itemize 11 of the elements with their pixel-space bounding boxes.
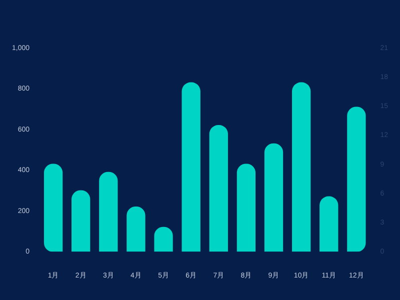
bar <box>72 190 90 252</box>
bar <box>320 196 338 252</box>
bar <box>126 206 146 252</box>
bar <box>347 106 366 252</box>
bar <box>264 143 284 252</box>
bar <box>292 82 311 252</box>
bar <box>99 172 118 252</box>
bar <box>209 125 228 252</box>
bar <box>44 164 63 252</box>
bar <box>236 164 256 252</box>
bar <box>182 82 200 252</box>
